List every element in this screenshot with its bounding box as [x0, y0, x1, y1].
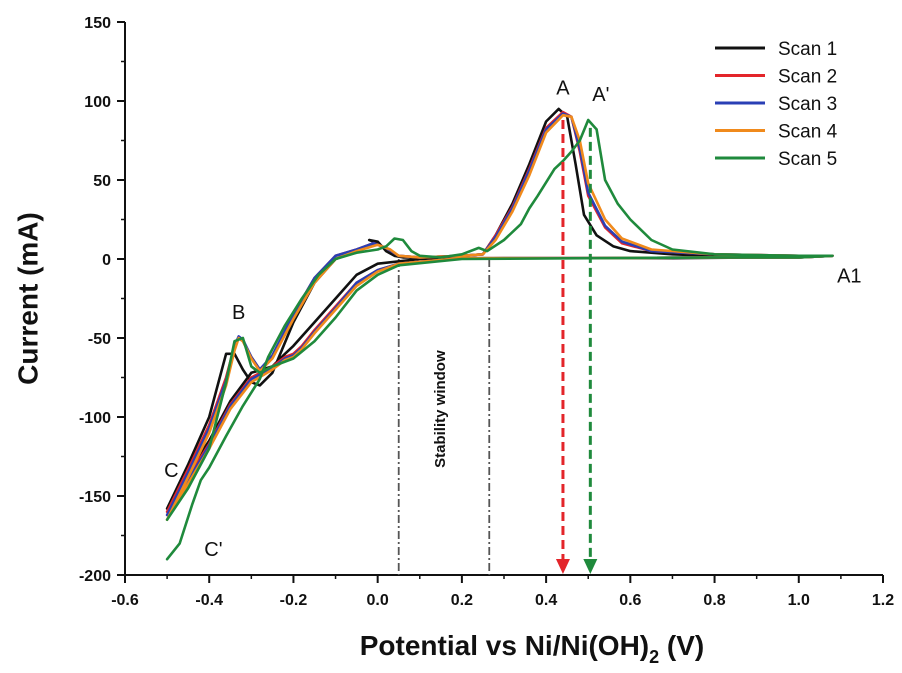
x-axis-title-units: (V) [659, 630, 704, 661]
annotation-label: A [556, 78, 570, 100]
y-tick-label: -200 [79, 568, 111, 585]
peak-arrows [555, 119, 598, 574]
annotation-label: B [232, 302, 245, 324]
stability-window-lines [397, 259, 491, 575]
annotations: A A' A1 B C C' Stability window [164, 78, 861, 561]
annotation-label: C [164, 460, 178, 482]
y-tick-label: 0 [102, 252, 111, 269]
series-line-5 [165, 118, 834, 561]
legend: Scan 1 Scan 2 Scan 3 Scan 4 Scan 5 [715, 39, 838, 170]
x-axis-title: Potential vs Ni/Ni(OH)2 (V) [360, 630, 705, 667]
plot-frame [124, 22, 883, 576]
y-tick-label: 150 [84, 15, 111, 32]
x-tick-label: 0.0 [367, 592, 389, 609]
legend-label: Scan 1 [778, 39, 837, 60]
legend-label: Scan 2 [778, 67, 837, 88]
legend-label: Scan 5 [778, 149, 837, 170]
y-tick-label: -100 [79, 410, 111, 427]
legend-label: Scan 3 [778, 94, 837, 115]
series-line-1 [165, 107, 834, 510]
peak-arrow-head [583, 559, 598, 574]
x-tick-label: -0.2 [280, 592, 308, 609]
series-line-3 [165, 112, 834, 517]
annotation-label: C' [204, 539, 222, 561]
x-axis-title-subscript: 2 [649, 647, 659, 667]
y-tick-label: -50 [88, 331, 111, 348]
x-tick-label: -0.4 [195, 592, 223, 609]
x-tick-label: 1.0 [788, 592, 810, 609]
x-tick-label: 0.6 [619, 592, 641, 609]
x-tick-label: -0.6 [111, 592, 139, 609]
axis-ticks: -0.6 -0.4 -0.2 0.0 0.2 0.4 0.6 0.8 1.0 1.2 -200 -15… [79, 15, 894, 609]
legend-label: Scan 4 [778, 122, 838, 143]
series-line-4 [165, 113, 834, 521]
annotation-label: A1 [837, 266, 861, 288]
x-tick-label: 1.2 [872, 592, 894, 609]
y-tick-label: 100 [84, 94, 111, 111]
x-tick-label: 0.2 [451, 592, 473, 609]
series-line-2 [165, 110, 834, 514]
x-tick-label: 0.4 [535, 592, 557, 609]
y-axis-title: Current (mA) [12, 212, 43, 385]
annotation-label: A' [592, 84, 609, 106]
x-tick-label: 0.8 [703, 592, 725, 609]
annotation-label: Stability window [432, 350, 449, 468]
series-group [165, 107, 834, 561]
y-tick-label: 50 [93, 173, 111, 190]
y-tick-label: -150 [79, 489, 111, 506]
peak-arrow-head [555, 559, 570, 574]
